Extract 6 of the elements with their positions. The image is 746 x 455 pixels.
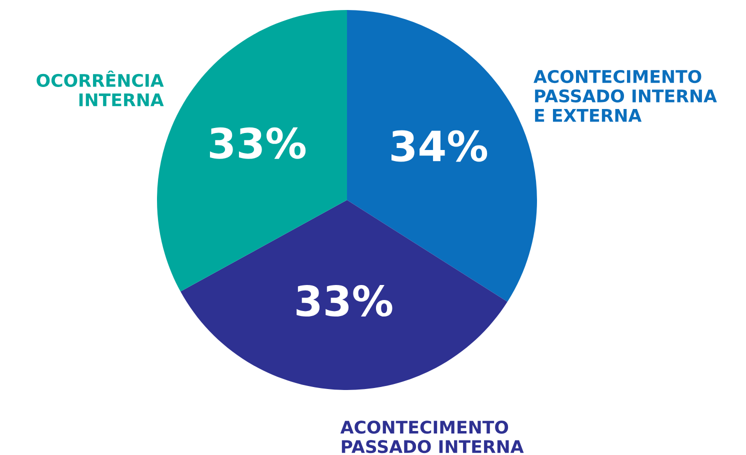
slice-label: ACONTECIMENTO PASSADO INTERNA E EXTERNA <box>534 70 717 122</box>
data-label: 33% <box>210 127 306 159</box>
data-label: 33% <box>296 285 392 317</box>
slice-label: ACONTECIMENTO PASSADO INTERNA <box>340 420 524 454</box>
slice-label: OCORRÊNCIA INTERNA <box>36 70 164 106</box>
data-label: 34% <box>391 130 488 162</box>
